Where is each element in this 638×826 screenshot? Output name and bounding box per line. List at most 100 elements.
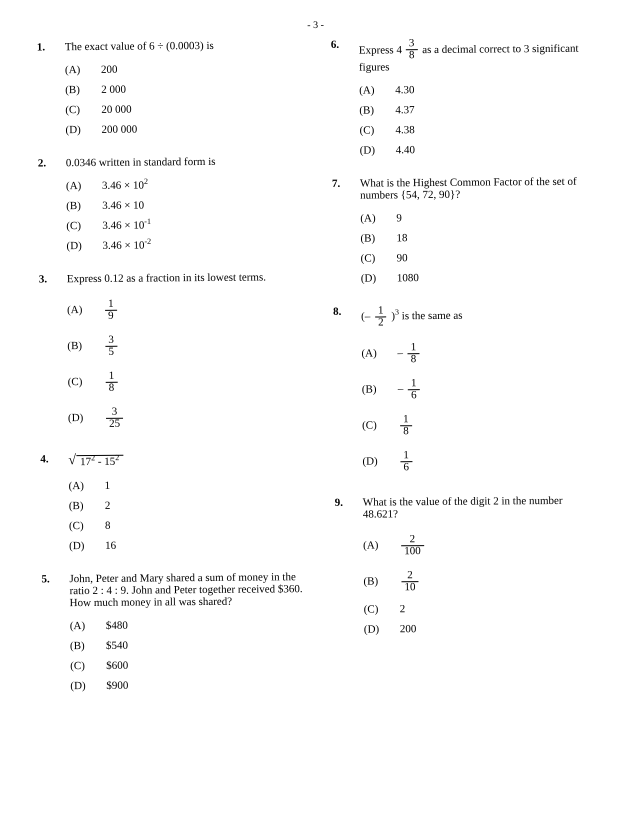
option-value: 325 xyxy=(104,411,125,423)
option-row: (A)4.30 xyxy=(359,80,595,100)
option-letter: (D) xyxy=(70,680,106,692)
option-letter: (D) xyxy=(364,623,400,635)
option-value: $600 xyxy=(106,660,128,672)
option-value: 1080 xyxy=(397,272,419,284)
option-row: (D)4.40 xyxy=(360,140,596,160)
option-row: (C)90 xyxy=(361,248,597,268)
option-row: (C)8 xyxy=(69,515,305,535)
option-value: 2 xyxy=(105,500,111,512)
option-row: (B)2 xyxy=(69,495,305,515)
option-row: (A)– 18 xyxy=(361,335,597,371)
option-value: 19 xyxy=(103,303,119,315)
option-row: (D)$900 xyxy=(70,675,306,695)
option-letter: (B) xyxy=(362,383,398,395)
option-value: 20 000 xyxy=(101,104,131,116)
question-number: 8. xyxy=(333,306,361,318)
option-row: (A)19 xyxy=(67,291,303,327)
question: 9.What is the value of the digit 2 in th… xyxy=(335,495,600,639)
option-row: (B)18 xyxy=(360,228,596,248)
option-value: 3.46 × 10-2 xyxy=(102,239,151,251)
question: 2.0.0346 written in standard form is(A)3… xyxy=(38,155,303,255)
option-value: 3.46 × 102 xyxy=(102,179,148,191)
option-value: 3.46 × 10-1 xyxy=(102,219,151,231)
option-value: 200 xyxy=(400,623,417,635)
option-value: 18 xyxy=(398,419,414,431)
option-value: 2 xyxy=(400,603,406,615)
option-letter: (C) xyxy=(359,124,395,136)
option-value: – 18 xyxy=(397,347,421,359)
option-row: (A)3.46 × 102 xyxy=(66,175,302,195)
option-row: (A)9 xyxy=(360,208,596,228)
option-letter: (C) xyxy=(66,220,102,232)
option-value: 35 xyxy=(103,339,119,351)
option-letter: (A) xyxy=(65,64,101,76)
option-list: (A)19(B)35(C)18(D)325 xyxy=(67,291,304,435)
option-row: (A)2100 xyxy=(363,527,599,563)
question: 7.What is the Highest Common Factor of t… xyxy=(332,176,597,288)
option-value: 16 xyxy=(105,540,116,552)
option-letter: (D) xyxy=(66,240,102,252)
option-row: (C)$600 xyxy=(70,655,306,675)
option-value: 4.37 xyxy=(395,104,414,116)
option-letter: (B) xyxy=(66,200,102,212)
option-value: 1 xyxy=(105,480,111,492)
option-row: (D)1080 xyxy=(361,268,597,288)
content-columns: 1.The exact value of 6 ÷ (0.0003) is(A)2… xyxy=(37,37,601,714)
option-row: (D)200 xyxy=(364,619,600,639)
question: 1.The exact value of 6 ÷ (0.0003) is(A)2… xyxy=(37,39,302,139)
question: 3.Express 0.12 as a fraction in its lowe… xyxy=(39,271,304,435)
option-letter: (A) xyxy=(67,304,103,316)
question-stem: Express 0.12 as a fraction in its lowest… xyxy=(67,271,266,285)
option-value: 8 xyxy=(105,520,111,532)
question-stem: √172 - 152 xyxy=(68,453,123,469)
question-number: 9. xyxy=(335,497,363,509)
option-letter: (C) xyxy=(70,660,106,672)
option-value: 18 xyxy=(104,375,120,387)
option-value: – 16 xyxy=(398,383,422,395)
option-row: (B)210 xyxy=(363,563,599,599)
option-letter: (D) xyxy=(69,540,105,552)
option-row: (D)200 000 xyxy=(65,119,301,139)
option-letter: (C) xyxy=(364,603,400,615)
question-stem: What is the Highest Common Factor of the… xyxy=(360,176,577,202)
option-letter: (A) xyxy=(69,480,105,492)
question-number: 1. xyxy=(37,41,65,53)
option-row: (A)1 xyxy=(69,475,305,495)
option-letter: (C) xyxy=(68,376,104,388)
option-list: (A)200(B)2 000(C)20 000(D)200 000 xyxy=(65,59,302,139)
option-value: 200 xyxy=(101,64,118,76)
option-letter: (D) xyxy=(68,412,104,424)
option-value: 9 xyxy=(396,212,402,224)
option-row: (A)$480 xyxy=(70,615,306,635)
option-letter: (B) xyxy=(67,340,103,352)
option-row: (C)18 xyxy=(362,407,598,443)
option-letter: (A) xyxy=(363,539,399,551)
right-column: 6.Express 438 as a decimal correct to 3 … xyxy=(331,37,601,711)
option-row: (A)200 xyxy=(65,59,301,79)
option-row: (C)20 000 xyxy=(65,99,301,119)
question-stem: (– 12 )3 is the same as xyxy=(361,310,462,323)
question-stem: The exact value of 6 ÷ (0.0003) is xyxy=(65,40,214,53)
option-row: (B)35 xyxy=(67,327,303,363)
option-value: 210 xyxy=(399,575,420,587)
option-letter: (B) xyxy=(359,104,395,116)
option-list: (A)$480(B)$540(C)$600(D)$900 xyxy=(70,615,307,695)
option-value: 4.38 xyxy=(395,124,414,136)
option-value: 16 xyxy=(398,455,414,467)
option-row: (B)2 000 xyxy=(65,79,301,99)
option-row: (C)18 xyxy=(68,363,304,399)
option-list: (A)9(B)18(C)90(D)1080 xyxy=(360,208,597,288)
option-row: (D)3.46 × 10-2 xyxy=(66,235,302,255)
option-value: 2100 xyxy=(399,539,426,551)
question-stem: John, Peter and Mary shared a sum of mon… xyxy=(69,571,302,609)
option-value: $480 xyxy=(106,620,128,632)
option-list: (A)2100(B)210(C)2(D)200 xyxy=(363,527,600,639)
option-list: (A)3.46 × 102(B)3.46 × 10(C)3.46 × 10-1(… xyxy=(66,175,303,255)
option-letter: (A) xyxy=(361,347,397,359)
question-number: 3. xyxy=(39,273,67,285)
option-row: (D)16 xyxy=(362,443,598,479)
option-value: 90 xyxy=(397,252,408,264)
option-letter: (A) xyxy=(70,620,106,632)
option-letter: (D) xyxy=(360,144,396,156)
question-number: 6. xyxy=(331,39,359,51)
